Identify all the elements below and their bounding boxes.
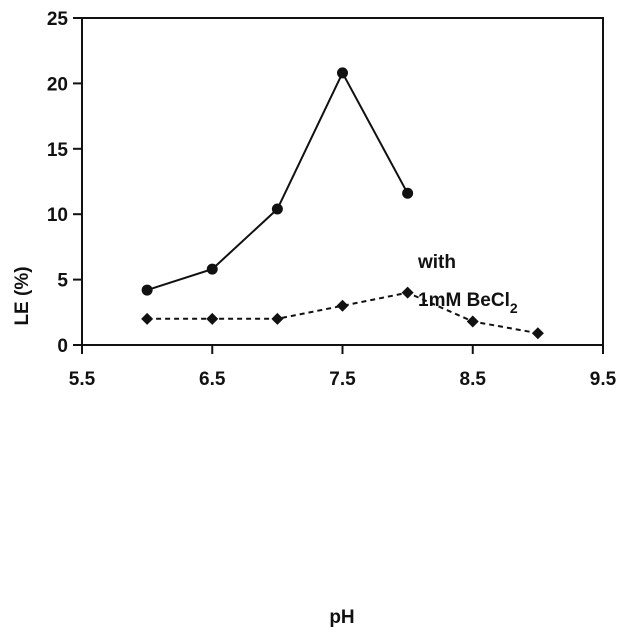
y-axis-title: LE (%) (12, 266, 33, 325)
x-tick-label: 6.5 (199, 369, 226, 390)
y-tick-label: 5 (57, 271, 68, 292)
data-point (402, 187, 414, 199)
y-tick-label: 25 (47, 9, 69, 30)
y-tick-label: 15 (47, 140, 69, 161)
x-tick-label: 5.5 (69, 369, 96, 390)
data-point (466, 315, 479, 328)
y-tick-label: 0 (57, 336, 68, 357)
x-tick-label: 7.5 (329, 369, 356, 390)
data-point (337, 67, 348, 79)
data-point (271, 203, 283, 215)
annotation-line-2: 1mM BeCl2 (418, 290, 518, 316)
annotation-line-1: with (417, 252, 456, 273)
x-axis: 5.5 6.5 7.5 8.5 9.5 (69, 345, 617, 390)
data-point (531, 327, 544, 340)
data-point (271, 312, 284, 325)
x-tick-label: 8.5 (460, 369, 487, 390)
series-layer (141, 67, 544, 340)
data-point (336, 299, 349, 312)
data-point (206, 263, 218, 275)
data-point (401, 286, 414, 299)
annotation-formula: 1mM BeCl (418, 290, 510, 311)
plot-frame (81, 17, 604, 346)
x-axis-title: pH (329, 607, 354, 628)
plot-area (81, 17, 604, 346)
y-axis: 0 5 10 15 20 25 (47, 9, 82, 357)
data-point (141, 284, 153, 296)
data-point (206, 312, 219, 325)
x-tick-label: 9.5 (590, 369, 617, 390)
y-tick-label: 10 (47, 205, 68, 226)
annotation-subscript: 2 (510, 300, 518, 316)
data-point (141, 312, 154, 325)
series-line-1 (146, 70, 409, 292)
y-tick-label: 20 (47, 74, 68, 95)
